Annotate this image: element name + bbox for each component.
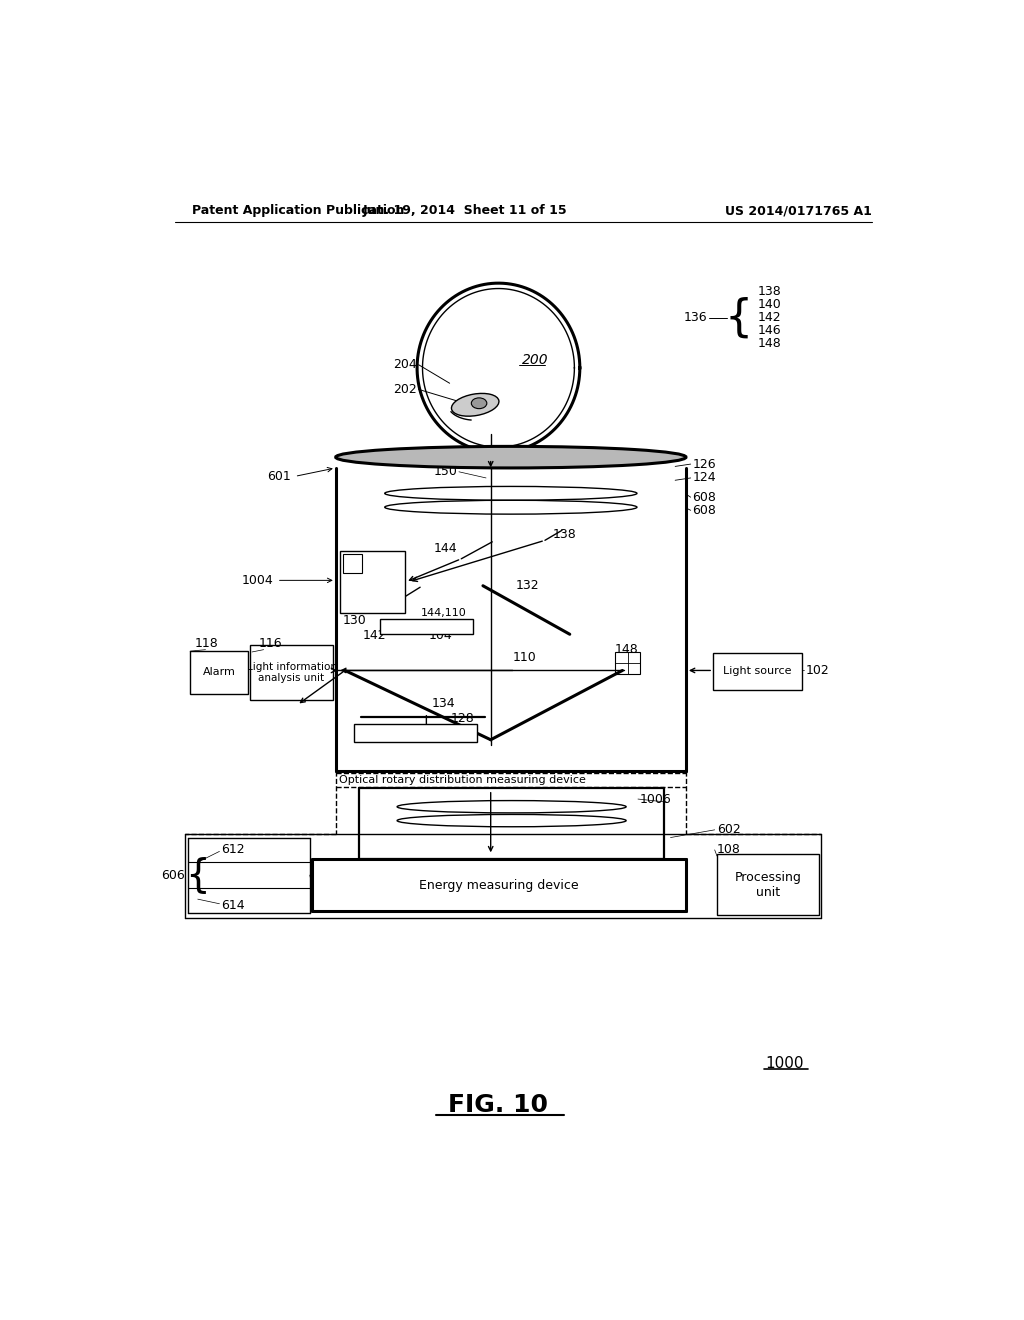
- Text: 146: 146: [369, 585, 392, 598]
- Text: 148: 148: [614, 643, 638, 656]
- Text: 601: 601: [267, 470, 291, 483]
- Bar: [250, 645, 334, 700]
- Text: Light information
analysis unit: Light information analysis unit: [247, 661, 337, 684]
- Text: 132: 132: [515, 579, 539, 593]
- Bar: [343, 554, 362, 573]
- Text: FIG. 10: FIG. 10: [449, 1093, 549, 1118]
- Bar: [380, 619, 473, 635]
- Bar: [615, 652, 640, 673]
- Text: US 2014/0171765 A1: US 2014/0171765 A1: [725, 205, 871, 218]
- Text: Camera: Camera: [353, 577, 392, 587]
- Text: 144: 144: [434, 541, 458, 554]
- Text: 116: 116: [258, 638, 282, 649]
- Text: 140: 140: [758, 298, 782, 312]
- Text: Processing
unit: Processing unit: [734, 870, 802, 899]
- Text: 128: 128: [451, 713, 474, 726]
- Text: 602: 602: [717, 824, 740, 837]
- Bar: [713, 653, 802, 689]
- Text: 200: 200: [521, 354, 548, 367]
- Text: 146: 146: [758, 325, 781, 338]
- Text: Alarm: Alarm: [203, 668, 236, 677]
- Text: 204: 204: [393, 358, 417, 371]
- Text: Light source: Light source: [398, 622, 455, 631]
- Bar: [354, 723, 477, 742]
- Bar: [190, 651, 248, 693]
- Text: 202: 202: [393, 383, 417, 396]
- Text: {: {: [185, 857, 210, 894]
- Text: 140: 140: [343, 573, 368, 586]
- Text: 142: 142: [362, 630, 386, 643]
- Text: 124: 124: [692, 471, 716, 484]
- Text: 104: 104: [429, 630, 453, 643]
- Text: 608: 608: [692, 491, 716, 504]
- Text: 614: 614: [221, 899, 245, 912]
- Text: 150: 150: [433, 465, 458, 478]
- Text: Jun. 19, 2014  Sheet 11 of 15: Jun. 19, 2014 Sheet 11 of 15: [362, 205, 567, 218]
- Text: Reference component: Reference component: [366, 729, 466, 738]
- Text: 102: 102: [805, 664, 829, 677]
- Text: 138: 138: [758, 285, 782, 298]
- Text: 110: 110: [512, 651, 537, 664]
- Text: 126: 126: [692, 458, 716, 471]
- Text: 1006: 1006: [640, 792, 672, 805]
- Bar: [340, 552, 406, 612]
- Text: Optical rotary distribution measuring device: Optical rotary distribution measuring de…: [339, 775, 586, 785]
- Text: 118: 118: [195, 638, 218, 649]
- Bar: [717, 854, 819, 915]
- Text: Patent Application Publication: Patent Application Publication: [191, 205, 403, 218]
- Text: 144,110: 144,110: [421, 607, 467, 618]
- Text: 148: 148: [758, 338, 782, 351]
- Text: 1000: 1000: [765, 1056, 804, 1071]
- Text: 142: 142: [758, 312, 781, 325]
- Text: 136: 136: [684, 312, 708, 325]
- Text: 138: 138: [553, 528, 577, 541]
- Ellipse shape: [471, 397, 486, 409]
- Text: 1004: 1004: [242, 574, 273, 587]
- Ellipse shape: [336, 446, 686, 469]
- Text: 130: 130: [343, 614, 367, 627]
- Text: {: {: [724, 296, 753, 339]
- Text: 108: 108: [717, 843, 741, 857]
- Text: 612: 612: [221, 842, 245, 855]
- Text: Energy measuring device: Energy measuring device: [420, 879, 579, 892]
- Text: 134: 134: [432, 697, 456, 710]
- Ellipse shape: [452, 393, 499, 416]
- Text: Light source: Light source: [723, 667, 792, 676]
- Text: 606: 606: [162, 869, 185, 882]
- Text: 608: 608: [692, 504, 716, 517]
